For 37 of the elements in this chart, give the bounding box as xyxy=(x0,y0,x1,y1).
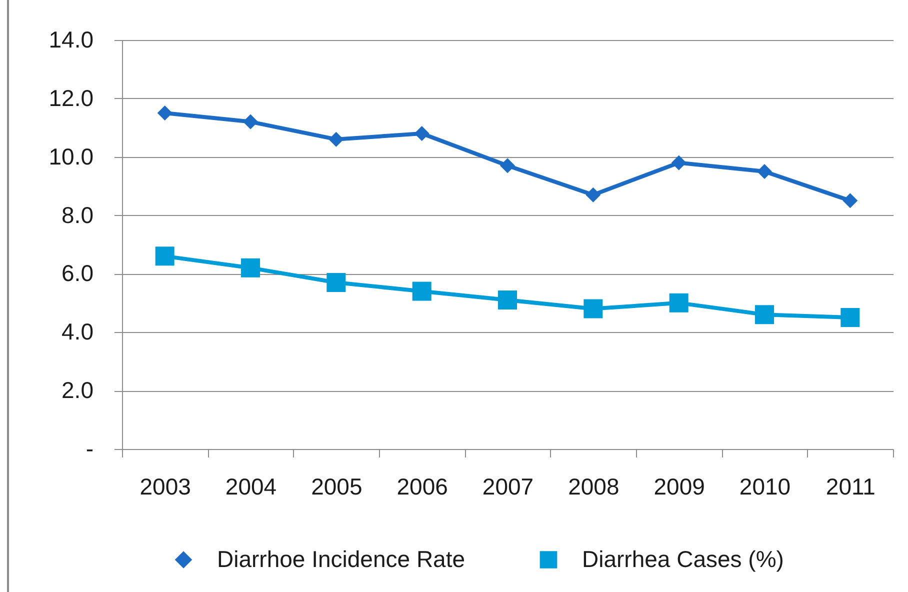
y-tick-label: 14.0 xyxy=(48,26,94,52)
y-tick-label: 8.0 xyxy=(62,202,94,228)
point xyxy=(157,106,172,121)
x-tick-label: 2011 xyxy=(826,474,876,500)
y-tick-label: 2.0 xyxy=(62,377,94,404)
point xyxy=(755,305,774,324)
point xyxy=(498,290,517,310)
point xyxy=(840,308,860,328)
x-tick-label: 2008 xyxy=(568,474,620,500)
y-tick-label: - xyxy=(86,436,94,462)
y-tick-label: 10.0 xyxy=(48,143,94,170)
x-tick-label: 2004 xyxy=(225,474,277,500)
legend-label: Diarrhoe Incidence Rate xyxy=(217,546,466,572)
legend-label: Diarrhea Cases (%) xyxy=(582,546,784,572)
x-tick-label: 2010 xyxy=(739,474,791,500)
point xyxy=(414,126,430,141)
y-tick-label: 4.0 xyxy=(62,318,94,345)
point xyxy=(584,299,603,318)
point xyxy=(155,246,174,266)
point xyxy=(412,282,432,301)
point xyxy=(500,158,515,174)
point xyxy=(326,272,346,292)
y-tick-label: 6.0 xyxy=(62,260,94,286)
x-tick-label: 2003 xyxy=(140,474,191,500)
point xyxy=(842,193,858,208)
point xyxy=(669,293,688,312)
x-tick-label: 2007 xyxy=(482,474,534,500)
y-tick-label: 12.0 xyxy=(48,84,94,111)
x-tick-label: 2009 xyxy=(654,474,705,500)
point xyxy=(671,155,686,170)
x-tick-label: 2006 xyxy=(396,474,448,500)
point xyxy=(586,187,601,202)
point xyxy=(757,164,772,179)
x-tick-label: 2005 xyxy=(311,474,362,500)
point xyxy=(243,114,258,130)
point xyxy=(328,132,344,147)
point xyxy=(241,258,260,278)
